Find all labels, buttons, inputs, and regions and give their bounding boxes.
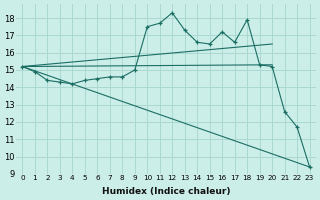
X-axis label: Humidex (Indice chaleur): Humidex (Indice chaleur): [102, 187, 230, 196]
